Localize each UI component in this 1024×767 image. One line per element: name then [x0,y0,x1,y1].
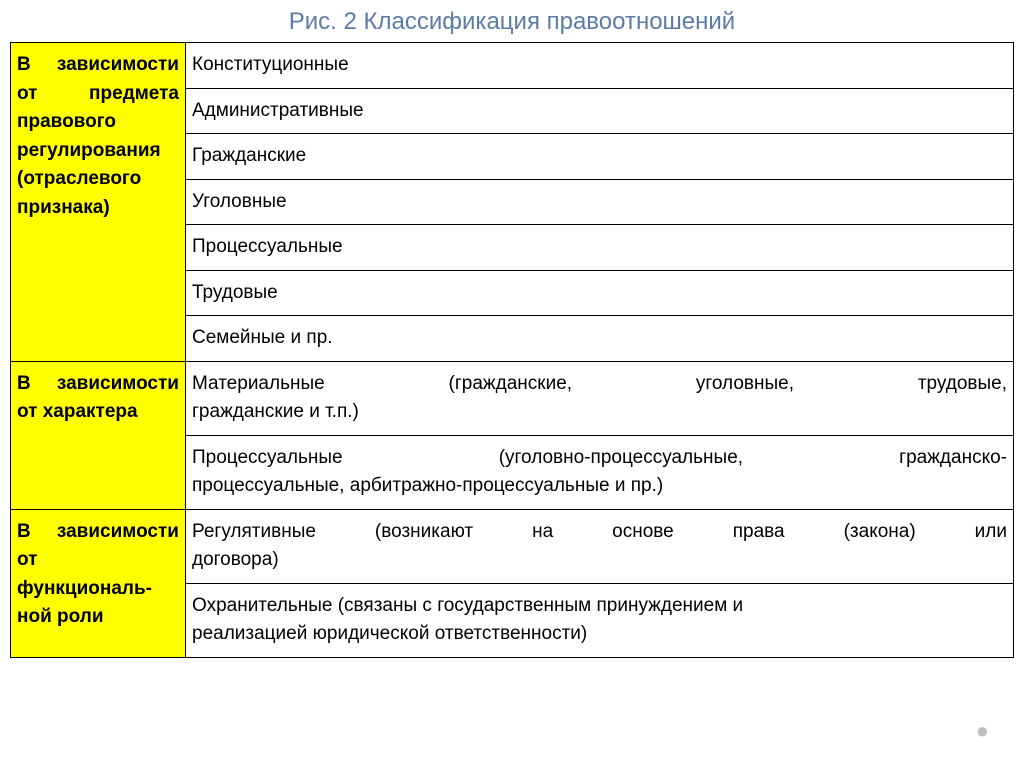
table-row: В зависимости от предмета правового регу… [11,43,1014,89]
value-cell: Регулятивные (возникают на основе права … [186,509,1014,583]
table-title: Рис. 2 Классификация правоотношений [10,8,1014,36]
table-row: В зависимости от характера Материальные … [11,361,1014,435]
value-cell: Конституционные [186,43,1014,89]
value-cell: Семейные и пр. [186,316,1014,362]
value-cell: Процессуальные (уголовно-процессуальные,… [186,435,1014,509]
category-cell-2: В зависимости от характера [11,361,186,509]
classification-table: В зависимости от предмета правового регу… [10,42,1014,658]
value-cell: Административные [186,88,1014,134]
value-cell: Процессуальные [186,225,1014,271]
value-cell: Трудовые [186,270,1014,316]
category-cell-1: В зависимости от предмета правового регу… [11,43,186,362]
value-cell: Материальные (гражданские, уголовные, тр… [186,361,1014,435]
value-cell: Охранительные (связаны с государственным… [186,583,1014,657]
table-row: В зависимости от функциональ- ной роли Р… [11,509,1014,583]
bullet-icon: ● [976,718,989,744]
category-cell-3: В зависимости от функциональ- ной роли [11,509,186,657]
value-cell: Уголовные [186,179,1014,225]
value-cell: Гражданские [186,134,1014,180]
